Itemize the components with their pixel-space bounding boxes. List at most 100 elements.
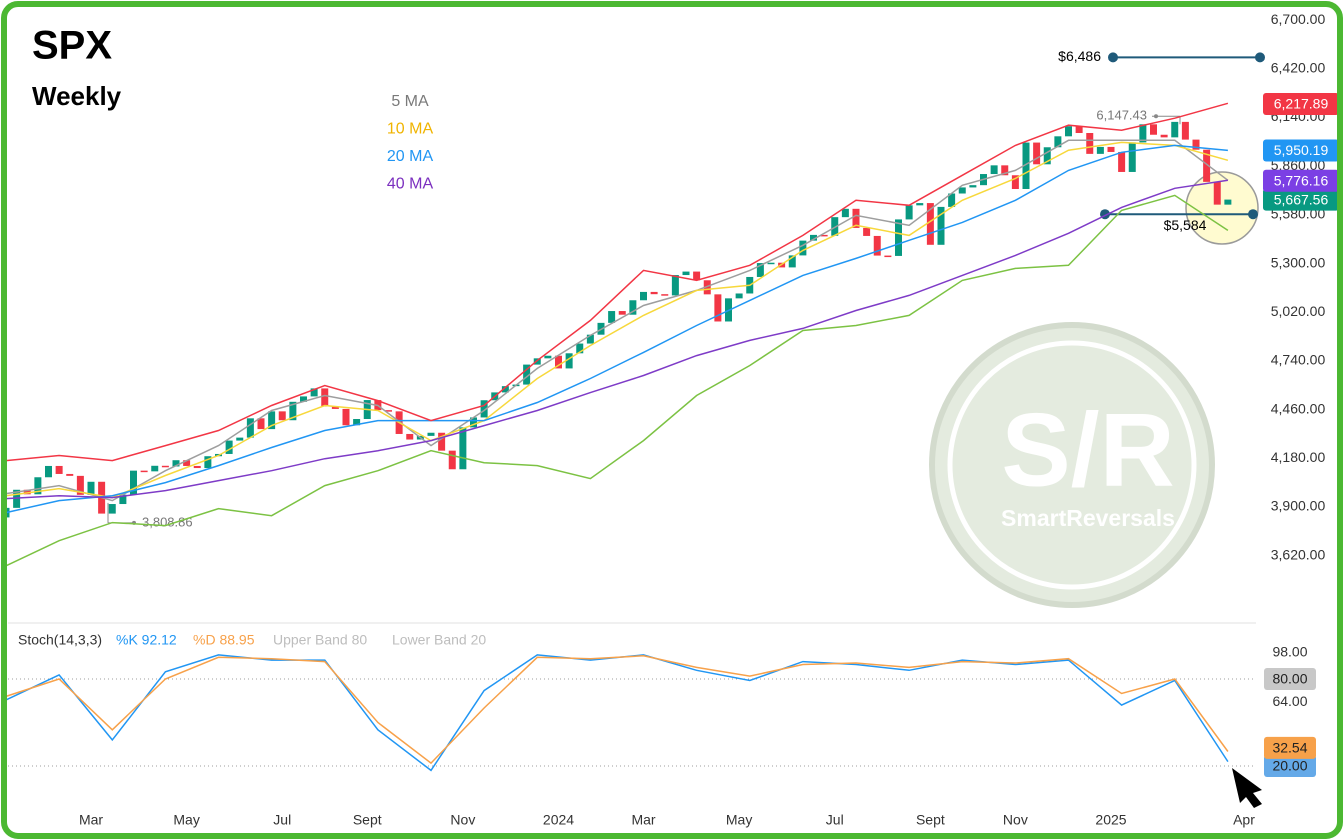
- candle-body: [1107, 146, 1115, 152]
- candle-body: [703, 280, 711, 295]
- candle-body: [119, 494, 127, 505]
- candle-body: [714, 294, 722, 322]
- candle-body: [533, 358, 541, 365]
- candle-body: [788, 255, 796, 268]
- level-dot: [1248, 209, 1258, 220]
- series-line: [5, 179, 1229, 500]
- candle-body: [852, 208, 860, 228]
- y-tick-label: 4,740.00: [1271, 352, 1326, 368]
- level-label: $5,584: [1164, 217, 1207, 233]
- price-tag: [1263, 188, 1339, 211]
- candle-body: [1139, 124, 1147, 143]
- value-tag: [1264, 736, 1316, 759]
- y-tick-label: 3,620.00: [1271, 546, 1326, 562]
- y-tick-label: 4,460.00: [1271, 400, 1326, 416]
- candle-body: [1065, 126, 1072, 137]
- candle-body: [618, 311, 626, 315]
- band-tag: [1264, 755, 1316, 777]
- candle-body: [438, 432, 446, 451]
- candle-body: [1160, 134, 1168, 138]
- candle-body: [1001, 165, 1009, 176]
- candle-body: [34, 477, 42, 495]
- pointer-arrow: [1232, 768, 1262, 808]
- candle-body: [130, 470, 137, 495]
- legend-entry: Lower Band 20: [392, 632, 486, 648]
- legend-entry: Upper Band 80: [273, 632, 367, 648]
- candle-body: [576, 343, 584, 354]
- candle-body: [1213, 181, 1221, 205]
- y-tick-label: 4,180.00: [1271, 449, 1326, 465]
- x-tick-label: Mar: [631, 812, 655, 828]
- candle-body: [140, 470, 148, 473]
- annotation-label: 3,808.86: [142, 514, 193, 529]
- candle-body: [767, 262, 775, 265]
- candle-body: [448, 450, 456, 470]
- candle-body: [969, 185, 977, 188]
- x-tick-label: Sept: [916, 812, 945, 828]
- y-tick-label: 98.00: [1272, 644, 1307, 660]
- candle-body: [204, 456, 212, 469]
- x-tick-label: Nov: [1003, 812, 1028, 828]
- candle-body: [608, 311, 616, 323]
- candle-body: [76, 475, 84, 495]
- price-tag-label: 5,950.19: [1274, 142, 1329, 158]
- candle-body: [958, 187, 966, 194]
- candle-body: [300, 396, 307, 402]
- candle-body: [756, 263, 764, 277]
- candle-body: [629, 300, 637, 315]
- candle-body: [799, 240, 807, 256]
- candle-body: [1043, 147, 1051, 165]
- level-label: $6,486: [1058, 48, 1101, 64]
- legend-entry: 5 MA: [391, 93, 429, 110]
- candle-body: [310, 388, 318, 397]
- candle-body: [1128, 142, 1136, 172]
- candle-body: [1224, 199, 1232, 205]
- legend-entry: %K 92.12: [116, 632, 177, 648]
- x-tick-label: May: [173, 812, 199, 828]
- candle-body: [661, 294, 669, 296]
- candle-body: [1171, 121, 1179, 138]
- legend-entry: 40 MA: [387, 176, 434, 193]
- watermark-brand: SmartReversals: [1001, 505, 1175, 531]
- candle-body: [873, 235, 881, 256]
- candle-body: [948, 193, 956, 207]
- price-tag: [1263, 169, 1339, 192]
- candle-body: [45, 465, 52, 478]
- candle-body: [650, 291, 658, 295]
- candle-body: [820, 234, 828, 237]
- candle-body: [926, 203, 934, 245]
- candle-body: [278, 411, 286, 421]
- candle-body: [172, 460, 180, 467]
- candle-body: [406, 433, 414, 440]
- y-tick-label: 5,020.00: [1271, 303, 1326, 319]
- candle-body: [1203, 149, 1211, 182]
- legend-entry: %D 88.95: [193, 632, 255, 648]
- y-tick-label: 3,900.00: [1271, 498, 1326, 514]
- candle-body: [523, 364, 531, 385]
- candle-body: [1011, 175, 1019, 189]
- watermark-logo: S/R: [1001, 392, 1174, 508]
- candle-body: [682, 271, 690, 276]
- x-tick-label: Nov: [450, 812, 475, 828]
- candle-body: [863, 227, 871, 236]
- x-tick-label: Mar: [79, 812, 103, 828]
- y-tick-label: 5,300.00: [1271, 254, 1326, 270]
- x-tick-label: Jul: [826, 812, 844, 828]
- plot: 3,620.00 3,900.00 4,180.00 4,460.00 4,740.00…: [2, 11, 1339, 828]
- candle-body: [916, 203, 924, 206]
- candle-body: [246, 418, 254, 438]
- candle-body: [342, 408, 350, 426]
- candle-body: [225, 440, 233, 454]
- price-tag-label: 6,217.89: [1274, 96, 1329, 112]
- candle-body: [427, 432, 435, 436]
- candle-body: [905, 205, 913, 220]
- legend-entry: 10 MA: [387, 121, 434, 138]
- x-tick-label: 2025: [1095, 812, 1126, 828]
- candle-body: [640, 291, 647, 301]
- band-tag-label: 80.00: [1272, 671, 1307, 687]
- candle-body: [1192, 139, 1200, 150]
- candle-body: [1096, 146, 1104, 154]
- highlight-circle: [1185, 171, 1259, 245]
